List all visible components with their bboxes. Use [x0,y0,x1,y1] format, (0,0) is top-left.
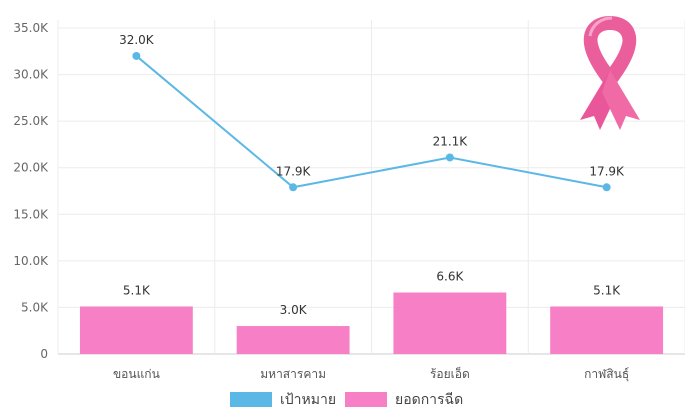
bar [236,326,350,354]
line-series [132,51,611,192]
x-tick-label: กาฬสินธุ์ [584,367,629,382]
line-point [289,183,298,192]
x-tick-label: ร้อยเอ็ด [430,366,470,381]
y-tick-label: 25.0K [13,114,49,128]
line-data-label: 21.1K [433,134,469,148]
bars [79,292,664,354]
y-tick-label: 10.0K [13,254,49,268]
labels: 0 5.0K 10.0K 15.0K 20.0K 25.0K 30.0K 35.0K ขอนแก… [13,21,629,382]
line-point [445,153,454,162]
line-point [132,51,141,60]
y-tick-label: 5.0K [21,300,49,314]
legend-swatch-target [230,392,272,407]
pink-ribbon-icon [580,16,640,130]
y-tick-label: 30.0K [13,68,49,82]
y-tick-label: 20.0K [13,161,49,175]
legend-label-target: เป้าหมาย [280,392,336,408]
y-tick-label: 35.0K [13,21,49,35]
line-data-label: 17.9K [276,164,312,178]
x-tick-label: มหาสารคาม [260,367,326,381]
legend-label-vaccinated: ยอดการฉีด [395,392,463,408]
bar [550,306,664,354]
line-point [602,183,611,192]
legend: เป้าหมาย ยอดการฉีด [230,392,463,408]
y-tick-label: 0 [40,347,48,361]
bar [79,306,193,354]
legend-swatch-vaccinated [345,392,387,407]
line-data-label: 17.9K [589,164,625,178]
line-data-label: 32.0K [119,33,155,47]
bar-data-label: 5.1K [593,283,621,297]
x-tick-label: ขอนแก่น [113,367,160,381]
bar-data-label: 5.1K [123,283,151,297]
target-line [135,55,607,189]
bar-data-label: 6.6K [436,270,464,284]
bar [393,292,507,354]
bar-data-label: 3.0K [280,303,308,317]
y-tick-label: 15.0K [13,207,49,221]
